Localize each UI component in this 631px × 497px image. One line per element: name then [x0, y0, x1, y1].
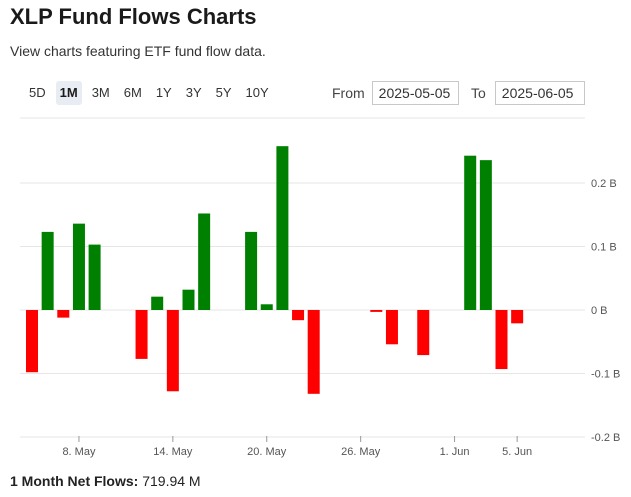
flow-bar[interactable]	[88, 244, 101, 310]
x-tick-label: 1. Jun	[440, 446, 470, 458]
page-subtitle: View charts featuring ETF fund flow data…	[10, 43, 266, 59]
flow-bar[interactable]	[464, 155, 477, 310]
chart-bars	[26, 146, 524, 394]
range-button-3m[interactable]: 3M	[91, 85, 110, 100]
range-button-10y[interactable]: 10Y	[245, 85, 269, 100]
range-button-5y[interactable]: 5Y	[215, 85, 232, 100]
range-button-1m[interactable]: 1M	[55, 81, 82, 105]
x-tick-label: 8. May	[62, 446, 96, 458]
from-date-group: From	[332, 81, 459, 105]
y-tick-label: 0 B	[591, 305, 608, 317]
flow-bar[interactable]	[151, 296, 164, 310]
flow-bar[interactable]	[41, 231, 54, 310]
range-button-6m[interactable]: 6M	[123, 85, 142, 100]
flow-bar[interactable]	[417, 310, 430, 356]
flow-bar[interactable]	[166, 310, 179, 392]
range-button-5d[interactable]: 5D	[29, 85, 46, 100]
net-flows-summary: 1 Month Net Flows: 719.94 M	[10, 473, 201, 489]
chart-gridlines	[20, 117, 585, 438]
y-tick-label: -0.1 B	[591, 369, 620, 381]
flow-bar[interactable]	[511, 310, 524, 324]
to-label: To	[471, 85, 486, 101]
fund-flows-chart: 0.2 B 0.1 B 0 B -0.1 B -0.2 B 8. May 14. May 20…	[20, 117, 620, 458]
flow-bar[interactable]	[307, 310, 320, 394]
flow-bar[interactable]	[135, 310, 148, 359]
flow-bar[interactable]	[198, 213, 211, 310]
y-tick-label: -0.2 B	[591, 432, 620, 444]
y-tick-label: 0.2 B	[591, 178, 617, 190]
net-flows-label: 1 Month Net Flows:	[10, 473, 139, 489]
flow-bar[interactable]	[276, 146, 289, 310]
flow-bar[interactable]	[57, 310, 70, 318]
range-button-1y[interactable]: 1Y	[155, 85, 172, 100]
flow-bar[interactable]	[260, 304, 273, 310]
flow-bar[interactable]	[26, 310, 38, 373]
flow-bar[interactable]	[495, 310, 508, 370]
x-tick-label: 26. May	[341, 446, 381, 458]
x-tick-label: 20. May	[247, 446, 287, 458]
x-tick-label: 14. May	[153, 446, 193, 458]
flow-bar[interactable]	[370, 310, 383, 312]
y-tick-label: 0.1 B	[591, 242, 617, 254]
flow-bar[interactable]	[385, 310, 398, 345]
x-tick-label: 5. Jun	[502, 446, 532, 458]
flow-bar[interactable]	[292, 310, 305, 321]
page-title: XLP Fund Flows Charts	[10, 4, 257, 29]
flow-bar[interactable]	[479, 160, 492, 310]
to-date-input[interactable]	[494, 81, 585, 105]
net-flows-value: 719.94 M	[142, 473, 201, 489]
from-date-input[interactable]	[371, 81, 459, 105]
flow-bar[interactable]	[72, 223, 85, 310]
chart-axes: 0.2 B 0.1 B 0 B -0.1 B -0.2 B 8. May 14. May 20…	[62, 178, 620, 458]
flow-bar[interactable]	[245, 231, 258, 310]
to-date-group: To	[471, 81, 585, 105]
from-label: From	[332, 85, 365, 101]
flow-bar[interactable]	[182, 289, 195, 310]
range-selector: 5D 1M 3M 6M 1Y 3Y 5Y 10Y	[25, 81, 273, 105]
range-button-3y[interactable]: 3Y	[185, 85, 202, 100]
